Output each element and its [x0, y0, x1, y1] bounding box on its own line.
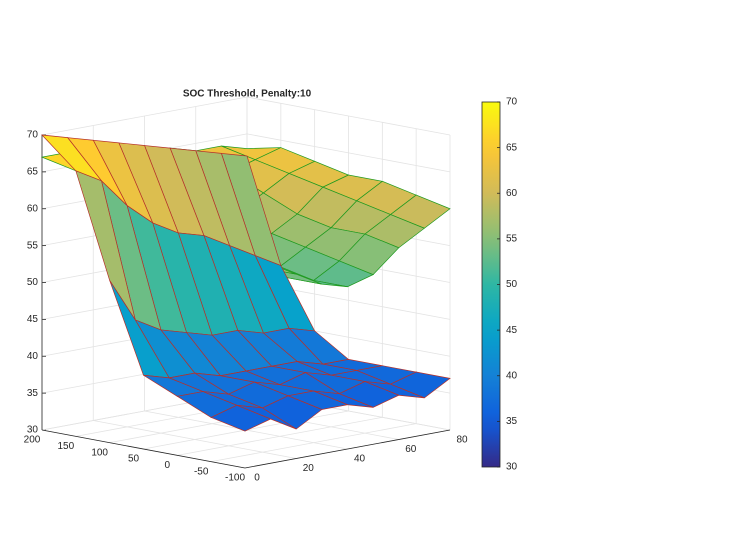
- z-tick-label: 70: [27, 130, 39, 141]
- x-tick-label: -50: [194, 466, 209, 477]
- x-tick-label: 150: [57, 441, 74, 452]
- y-tick-label: 80: [456, 435, 468, 446]
- surface: [41, 134, 451, 432]
- y-tick-label: 60: [405, 444, 417, 455]
- grid-line: [93, 420, 297, 459]
- z-tick-label: 65: [27, 167, 39, 178]
- colorbar-tick-label: 70: [506, 97, 518, 108]
- z-tick-label: 50: [27, 277, 39, 288]
- z-tick-label: 40: [27, 351, 39, 362]
- colorbar-tick-label: 30: [506, 462, 518, 473]
- x-tick-label: 0: [165, 460, 171, 471]
- z-tick-label: 60: [27, 203, 39, 214]
- colorbar-tick-label: 60: [506, 188, 518, 199]
- y-tick-label: 40: [354, 454, 366, 465]
- surface-face: [210, 404, 272, 432]
- y-axis: [244, 429, 451, 469]
- x-tick-label: 100: [91, 447, 108, 458]
- z-tick-label: 55: [27, 240, 39, 251]
- colorbar-tick-label: 35: [506, 416, 518, 427]
- x-axis: [41, 429, 246, 469]
- z-tick-label: 30: [27, 425, 39, 436]
- chart-title: SOC Threshold, Penalty:10: [183, 89, 312, 100]
- colorbar-tick-label: 65: [506, 142, 518, 153]
- z-tick-label: 45: [27, 314, 39, 325]
- colorbar-tick-label: 45: [506, 325, 518, 336]
- y-tick-label: 20: [303, 463, 315, 474]
- colorbar-tick-label: 55: [506, 234, 518, 245]
- colorbar-tick-label: 50: [506, 279, 518, 290]
- colorbar-tick-label: 40: [506, 370, 518, 381]
- z-tick-label: 35: [27, 388, 39, 399]
- y-tick-label: 0: [254, 473, 260, 484]
- x-tick-label: 200: [24, 435, 41, 446]
- x-tick-label: -100: [225, 473, 245, 484]
- x-tick-label: 50: [128, 454, 140, 465]
